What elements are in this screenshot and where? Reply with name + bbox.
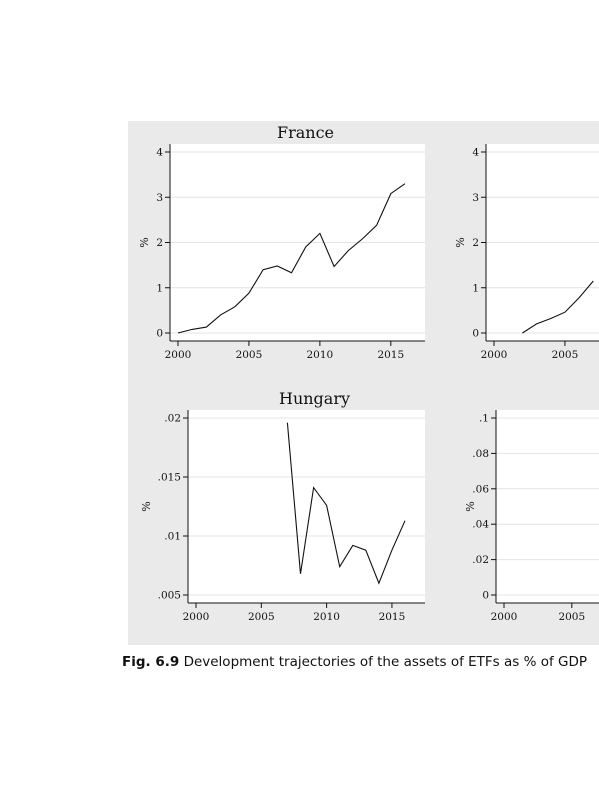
x-tick-label: 2000 [491,611,518,623]
panel-title: France [277,123,334,142]
panel-title: Hungary [279,389,350,408]
y-tick-label: .02 [164,413,181,425]
series-line [177,183,406,334]
y-tick-label: 1 [156,282,163,294]
x-tick-label: 2015 [377,349,404,361]
y-tick-label: 2 [472,237,479,249]
chart-fourth: 0 .02 .04 .06 .08 .1% 2000 2005 [464,410,599,623]
y-tick-label: 3 [472,192,479,204]
y-axis-label: % [454,237,467,247]
x-tick-label: 2005 [236,349,263,361]
y-axis-label: % [140,501,153,511]
caption-text: Development trajectories of the assets o… [183,654,588,670]
y-tick-label: .01 [164,531,181,543]
plot-area [496,410,599,603]
y-tick-label: 1 [472,282,479,294]
y-tick-label: 2 [156,237,163,249]
series-line [522,280,594,334]
y-tick-label: 0 [472,328,479,340]
y-tick-label: .1 [479,413,489,425]
x-tick-label: 2005 [552,349,579,361]
chart-france: France 0 1 2 3 4% 2000 2005 2010 2015 [138,123,425,361]
x-tick-label: 2010 [307,349,334,361]
y-tick-label: .04 [472,519,489,531]
x-tick-label: 2005 [558,611,585,623]
y-tick-label: .08 [472,448,489,460]
x-tick-label: 2000 [183,611,210,623]
y-tick-label: 0 [156,328,163,340]
x-tick-label: 2010 [313,611,340,623]
y-tick-label: .06 [472,483,489,495]
caption-label: Fig. 6.9 [122,654,180,670]
y-tick-label: 0 [482,590,489,602]
x-tick-label: 2015 [379,611,406,623]
y-tick-label: 4 [472,147,479,159]
chart-hungary: Hungary .005 .01 .015 .02% 2000 2005 2010 2015 [140,389,425,623]
y-axis-label: % [138,237,151,247]
figure-caption: Fig. 6.9 Development trajectories of the… [122,654,599,670]
plot-area [188,410,425,603]
y-tick-label: 4 [156,147,163,159]
series-line [286,422,406,585]
y-tick-label: 3 [156,192,163,204]
y-tick-label: .02 [472,554,489,566]
y-axis-label: % [464,501,477,511]
y-tick-label: .015 [158,472,181,484]
x-tick-label: 2000 [481,349,508,361]
y-tick-label: .005 [158,590,181,602]
x-tick-label: 2005 [248,611,275,623]
x-tick-label: 2000 [165,349,192,361]
